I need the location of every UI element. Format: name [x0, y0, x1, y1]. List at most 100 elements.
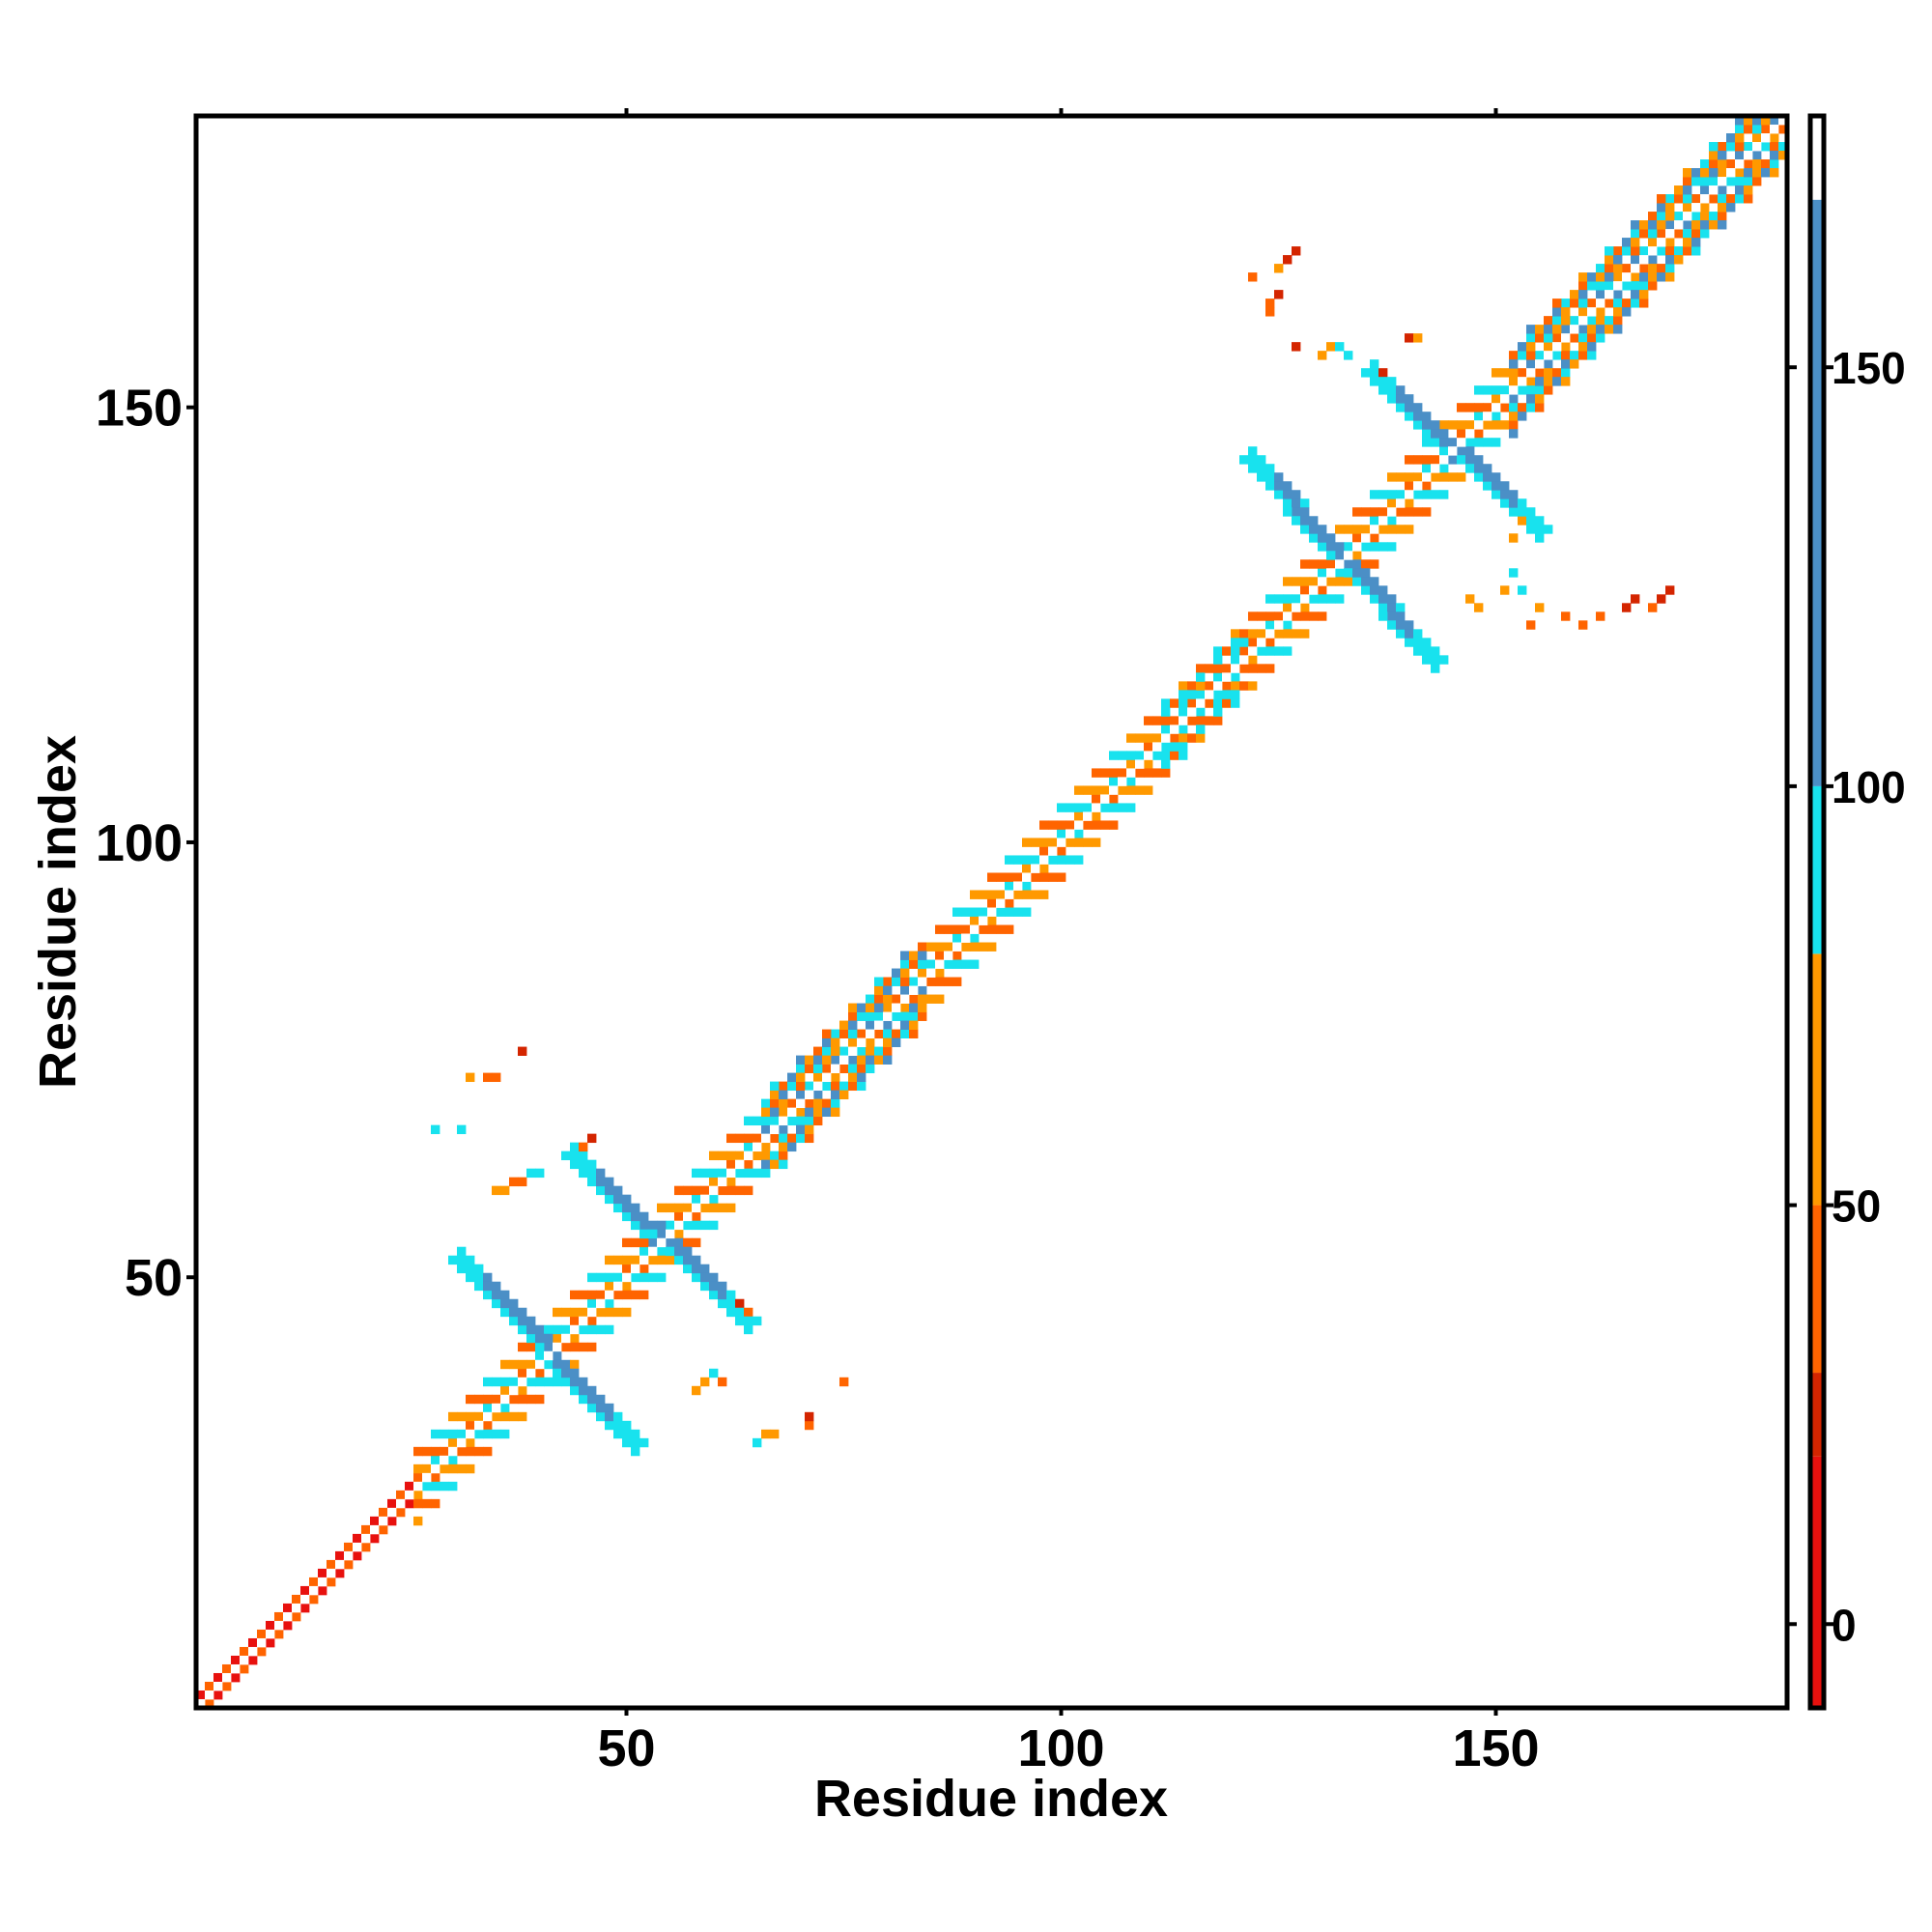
heatmap-cell: [900, 1020, 910, 1030]
heatmap-cell: [1265, 629, 1275, 639]
heatmap-cell: [1048, 846, 1058, 856]
heatmap-cell: [1744, 159, 1753, 169]
heatmap-cell: [831, 1107, 840, 1118]
heatmap-cell: [1257, 611, 1266, 621]
heatmap-cell: [257, 1646, 267, 1657]
heatmap-cell: [822, 1029, 832, 1038]
heatmap-cell: [1074, 838, 1084, 847]
heatmap-cell: [396, 1490, 406, 1500]
heatmap-cell: [1535, 377, 1545, 386]
heatmap-cell: [492, 1411, 501, 1422]
heatmap-cell: [483, 1420, 493, 1431]
heatmap-cell: [1500, 368, 1510, 378]
heatmap-cell: [1422, 481, 1432, 491]
heatmap-cell: [1083, 820, 1093, 830]
heatmap-cell: [1205, 690, 1214, 699]
heatmap-cell: [1431, 464, 1440, 473]
heatmap-cell: [561, 1377, 571, 1387]
heatmap-cell: [1431, 429, 1440, 439]
heatmap-cell: [1587, 298, 1597, 308]
heatmap-cell: [1118, 768, 1127, 778]
heatmap-cell: [744, 1133, 753, 1144]
heatmap-cell: [596, 1411, 606, 1422]
heatmap-cell: [1700, 229, 1710, 239]
heatmap-cell: [631, 1237, 640, 1248]
heatmap-cell: [1457, 472, 1466, 482]
heatmap-cell: [1126, 733, 1136, 743]
heatmap-cell: [561, 1342, 571, 1352]
heatmap-cell: [266, 1629, 275, 1639]
heatmap-cell: [639, 1246, 649, 1257]
heatmap-cell: [1474, 412, 1484, 421]
heatmap-cell: [1483, 403, 1492, 412]
heatmap-cell: [918, 968, 927, 978]
heatmap-cell: [1318, 585, 1327, 595]
heatmap-cell: [1613, 307, 1623, 317]
heatmap-cell: [222, 1672, 232, 1683]
heatmap-cell: [1535, 351, 1545, 360]
heatmap-cell: [1213, 672, 1223, 682]
heatmap-cell: [753, 1437, 762, 1448]
heatmap-cell: [1439, 464, 1449, 473]
heatmap-cell: [622, 1429, 632, 1439]
heatmap-cell: [1361, 507, 1371, 517]
heatmap-cell: [744, 1316, 753, 1326]
heatmap-cell: [866, 1003, 875, 1012]
heatmap-cell: [952, 924, 962, 934]
heatmap-cell: [544, 1377, 554, 1387]
heatmap-cell: [1179, 742, 1188, 752]
heatmap-cell: [1552, 325, 1562, 334]
heatmap-cell: [1170, 733, 1179, 743]
heatmap-cell: [1161, 733, 1171, 743]
heatmap-cell: [1387, 385, 1397, 395]
heatmap-cell: [761, 1098, 771, 1109]
heatmap-cell: [666, 1203, 675, 1213]
heatmap-cell: [1718, 168, 1727, 178]
heatmap-cell: [1387, 525, 1397, 534]
heatmap-cell: [1631, 594, 1640, 604]
heatmap-cell: [944, 959, 953, 969]
heatmap-cell: [1378, 377, 1388, 386]
heatmap-cell: [231, 1663, 241, 1674]
heatmap-cell: [839, 1020, 849, 1030]
heatmap-cell: [1413, 455, 1423, 465]
heatmap-cell: [292, 1603, 301, 1613]
heatmap-cell: [918, 1011, 927, 1021]
heatmap-cell: [1161, 759, 1171, 769]
heatmap-cell: [909, 994, 919, 1004]
heatmap-cell: [1735, 168, 1745, 178]
heatmap-cell: [1561, 377, 1571, 386]
heatmap-cell: [1474, 429, 1484, 439]
heatmap-cell: [483, 1072, 493, 1083]
heatmap-cell: [474, 1264, 484, 1274]
heatmap-cell: [709, 1151, 719, 1161]
heatmap-cell: [1578, 290, 1588, 299]
heatmap-cell: [1335, 342, 1345, 352]
heatmap-cell: [1526, 359, 1536, 369]
heatmap-cell: [1231, 690, 1240, 699]
heatmap-cell: [735, 1151, 745, 1161]
heatmap-cell: [1526, 516, 1536, 526]
heatmap-cell: [1544, 377, 1553, 386]
y-tick-label: 50: [125, 1249, 183, 1307]
heatmap-cell: [726, 1203, 736, 1213]
heatmap-cell: [883, 994, 893, 1004]
heatmap-cell: [1378, 507, 1388, 517]
heatmap-cell: [1752, 168, 1762, 178]
heatmap-cell: [1344, 568, 1353, 578]
heatmap-cell: [1422, 455, 1432, 465]
heatmap-cell: [753, 1142, 762, 1152]
heatmap-cell: [822, 1098, 832, 1109]
heatmap-cell: [813, 1046, 823, 1056]
heatmap-cell: [874, 1003, 884, 1012]
heatmap-cell: [1622, 307, 1632, 317]
heatmap-cell: [961, 924, 971, 934]
heatmap-cell: [1596, 264, 1605, 273]
heatmap-cell: [1222, 664, 1232, 673]
heatmap-cell: [1265, 594, 1275, 604]
heatmap-cell: [309, 1594, 319, 1605]
heatmap-cell: [1439, 420, 1449, 430]
heatmap-cell: [587, 1307, 597, 1318]
heatmap-cell: [1474, 603, 1484, 612]
heatmap-cell: [1596, 325, 1605, 334]
